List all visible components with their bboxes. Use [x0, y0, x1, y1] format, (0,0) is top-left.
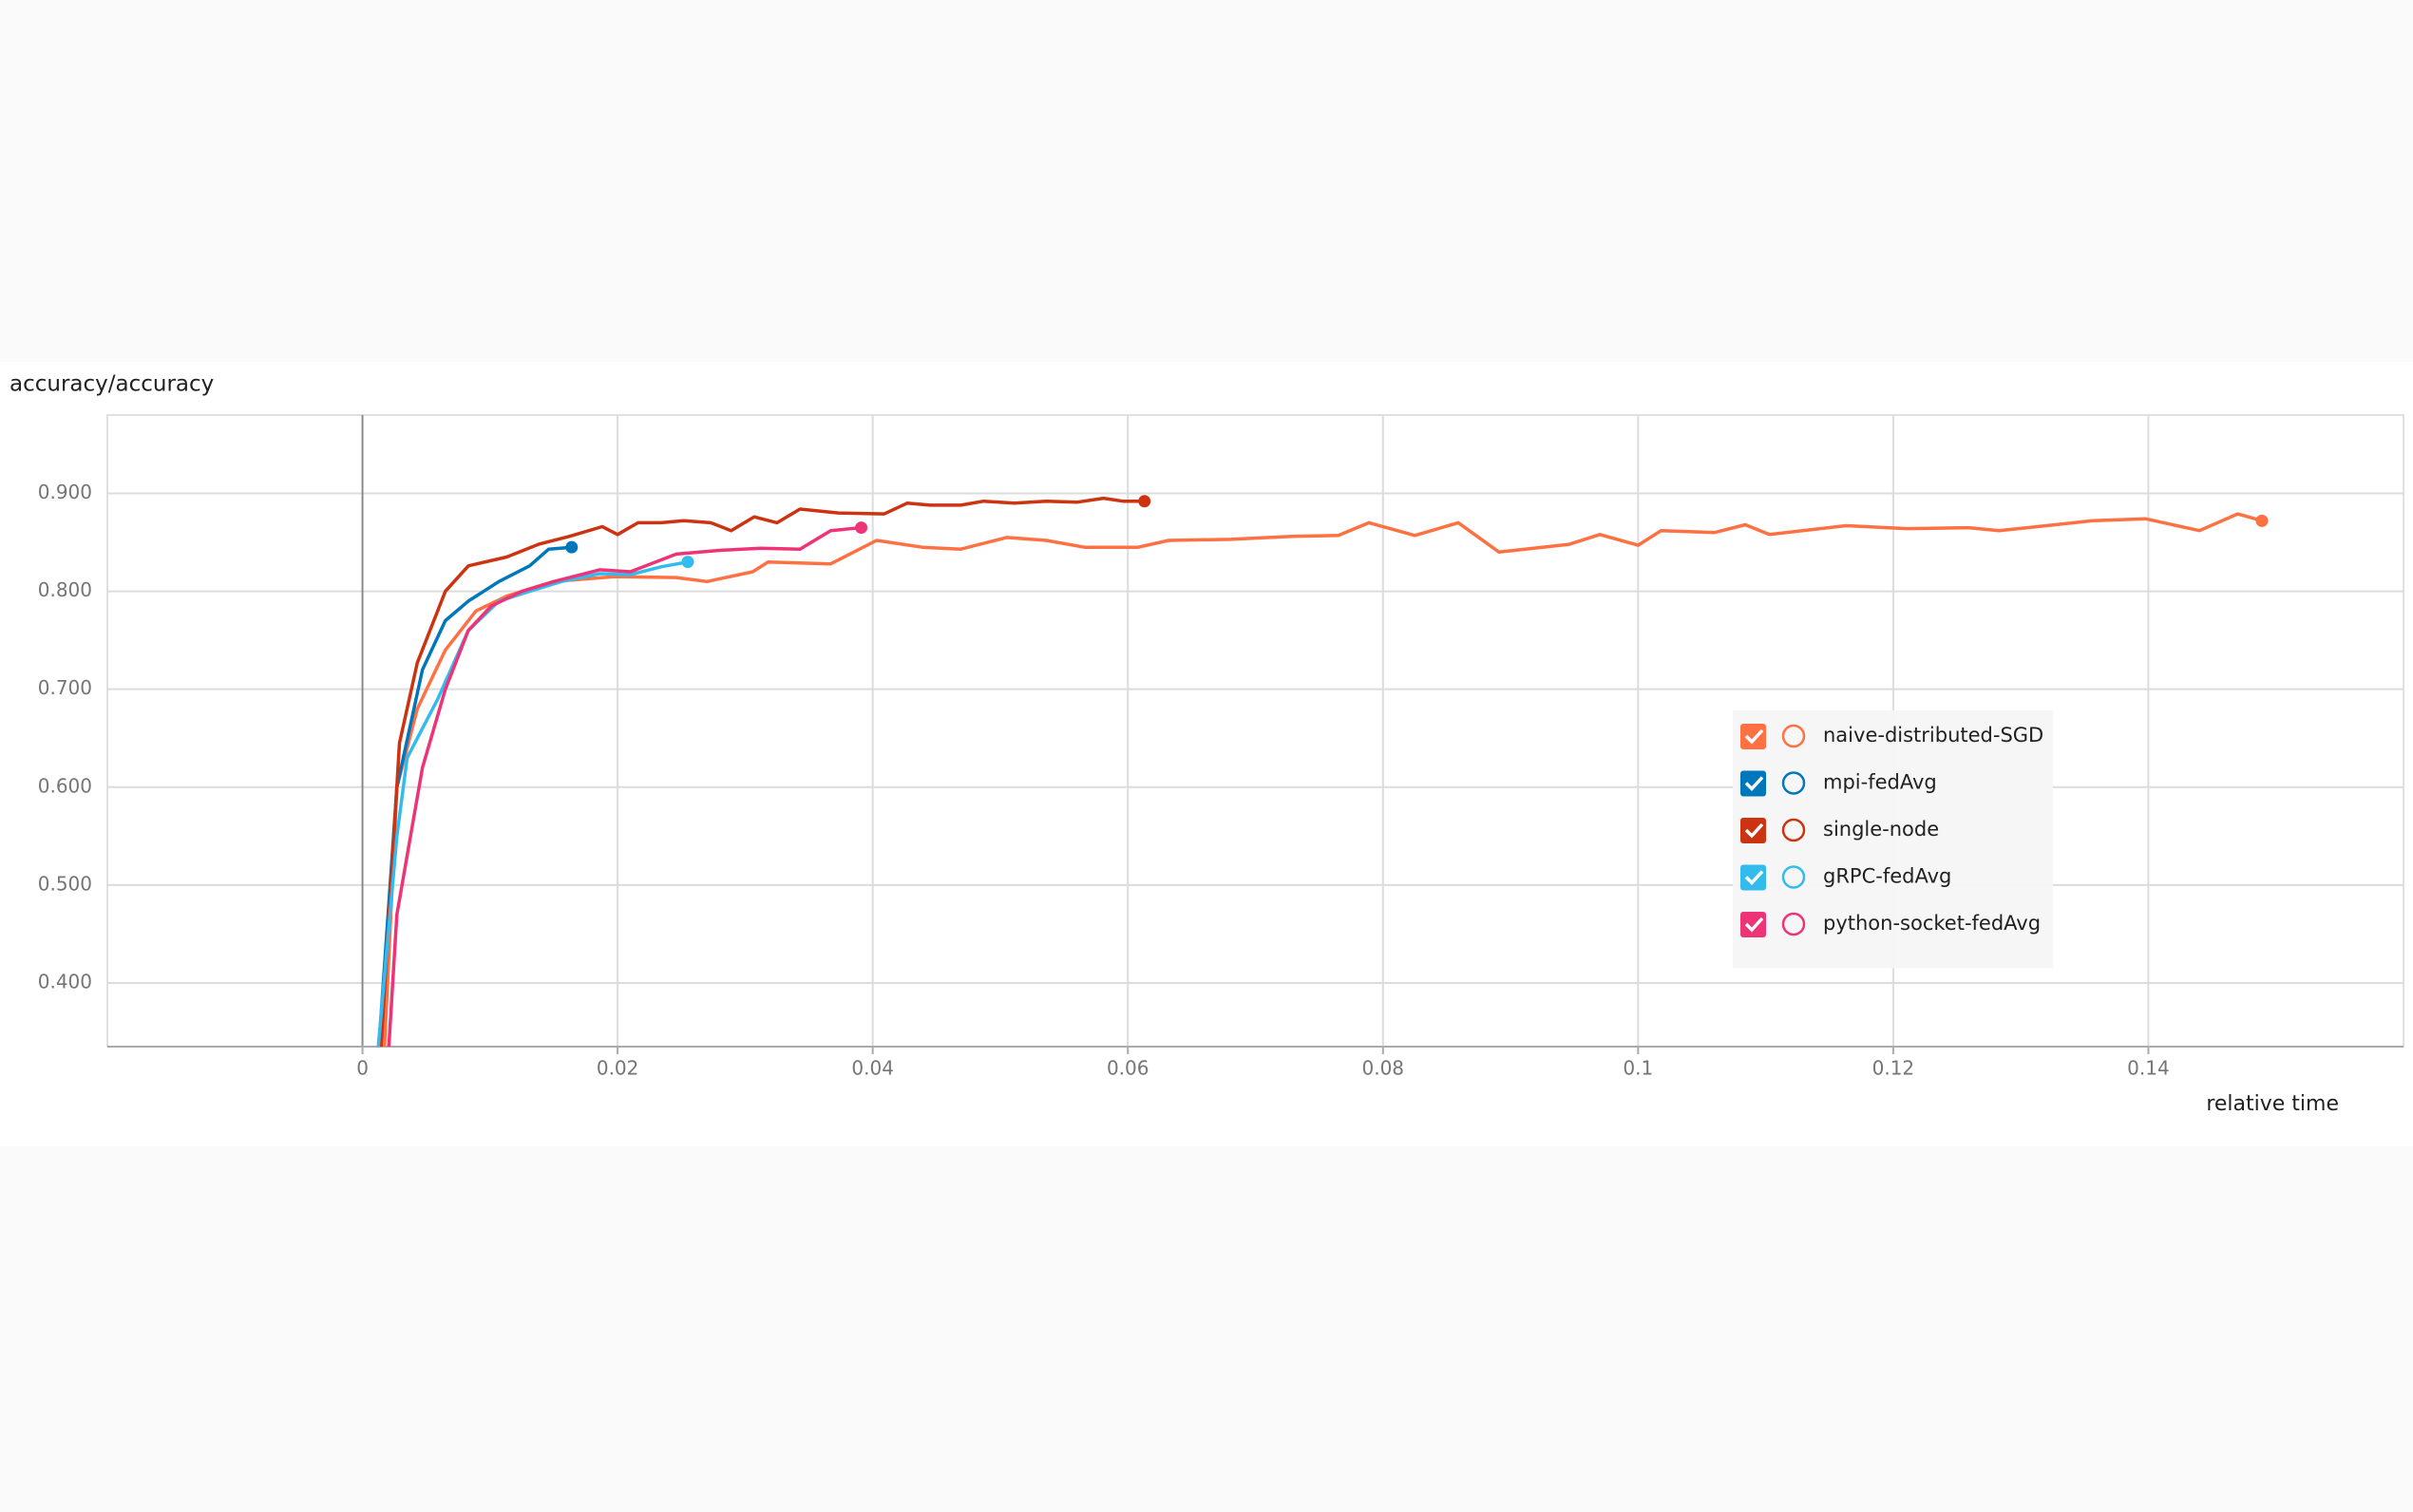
legend-checkbox[interactable]: [1740, 770, 1766, 797]
checkbox-box: [1740, 912, 1766, 937]
end-point: [565, 540, 579, 554]
checkbox-check: [1744, 728, 1764, 745]
y-tick-label: 0.700: [38, 676, 92, 699]
legend-radio[interactable]: [1781, 818, 1806, 842]
y-tick-label: 0.400: [38, 970, 92, 992]
end-point: [1138, 495, 1151, 508]
legend-label: naive-distributed-SGD: [1823, 724, 2043, 747]
series-line: [379, 496, 1145, 1047]
x-tick-label: 0.14: [2127, 1057, 2170, 1080]
x-tick-label: 0.06: [1107, 1057, 1150, 1080]
x-tick-label: 0: [356, 1057, 369, 1080]
checkbox-check: [1744, 776, 1764, 792]
legend-radio[interactable]: [1781, 865, 1806, 889]
x-tick-label: 0.04: [851, 1057, 894, 1080]
legend: naive-distributed-SGD mpi-fedAvg single-no…: [1733, 710, 2053, 969]
legend-label: gRPC-fedAvg: [1823, 865, 1951, 888]
x-axis-label: relative time: [2206, 1092, 2339, 1116]
checkbox-box: [1740, 724, 1766, 749]
plot-area: [376, 495, 2269, 1047]
legend-checkbox[interactable]: [1740, 724, 1766, 749]
legend-label: single-node: [1823, 818, 1939, 841]
checkbox-check: [1744, 870, 1764, 886]
y-tick-label: 0.600: [38, 774, 92, 797]
y-tick-label: 0.800: [38, 578, 92, 601]
series-line: [382, 512, 2263, 1047]
checkbox-check: [1744, 917, 1764, 933]
checkbox-box: [1740, 864, 1766, 891]
legend-checkbox[interactable]: [1740, 912, 1766, 937]
x-tick-label: 0.1: [1623, 1057, 1653, 1080]
end-point: [681, 556, 694, 569]
checkbox-box: [1740, 770, 1766, 797]
legend-box: [1733, 710, 2053, 969]
legend-radio[interactable]: [1781, 724, 1806, 748]
legend-radio[interactable]: [1781, 912, 1806, 936]
legend-checkbox[interactable]: [1740, 818, 1766, 843]
legend-radio[interactable]: [1781, 771, 1806, 795]
end-point: [855, 521, 868, 535]
legend-checkbox[interactable]: [1740, 864, 1766, 891]
y-tick-label: 0.500: [38, 872, 92, 895]
chart-title: accuracy/accuracy: [10, 372, 214, 397]
legend-label: python-socket-fedAvg: [1823, 912, 2041, 935]
end-point: [2255, 514, 2269, 527]
x-tick-label: 0.08: [1362, 1057, 1405, 1080]
y-tick-label: 0.900: [38, 481, 92, 503]
x-tick-label: 0.12: [1872, 1057, 1915, 1080]
x-tick-label: 0.02: [597, 1057, 639, 1080]
checkbox-box: [1740, 818, 1766, 843]
series-line: [387, 525, 862, 1047]
series-line: [377, 545, 572, 1047]
legend-label: mpi-fedAvg: [1823, 771, 1937, 794]
checkbox-check: [1744, 822, 1764, 839]
